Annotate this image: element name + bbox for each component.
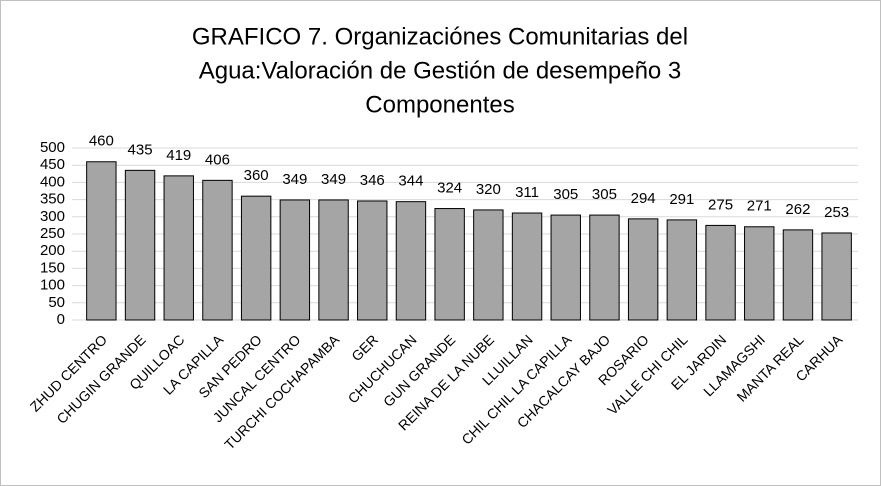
- y-tick-label: 0: [57, 311, 65, 328]
- bar: [395, 201, 427, 321]
- bar: [821, 232, 852, 321]
- bar: [124, 169, 156, 321]
- value-label: 460: [89, 133, 114, 150]
- bar: [589, 214, 620, 321]
- bar: [86, 161, 117, 321]
- y-tick-label: 200: [40, 242, 65, 259]
- value-label: 349: [321, 171, 346, 188]
- chart-title: Componentes: [365, 91, 514, 118]
- bar: [434, 208, 465, 321]
- value-label: 305: [592, 186, 617, 203]
- y-tick-label: 300: [40, 208, 65, 225]
- bar: [744, 226, 775, 321]
- value-label: 435: [128, 141, 153, 158]
- value-label: 406: [205, 151, 230, 168]
- bar: [240, 195, 272, 321]
- bar: [782, 229, 814, 321]
- value-label: 320: [476, 181, 501, 198]
- bar: [627, 218, 659, 321]
- value-label: 275: [708, 196, 733, 213]
- bar: [318, 199, 349, 321]
- y-tick-label: 350: [40, 191, 65, 208]
- bar: [163, 175, 194, 321]
- value-label: 311: [515, 184, 539, 201]
- bar: [666, 219, 698, 321]
- y-tick-label: 100: [40, 277, 65, 294]
- y-tick-label: 450: [40, 156, 65, 173]
- value-label: 419: [166, 147, 191, 164]
- value-label: 294: [631, 190, 656, 207]
- bar: [550, 214, 581, 321]
- bar: [511, 212, 543, 321]
- value-label: 349: [282, 171, 307, 188]
- value-label: 360: [244, 167, 269, 184]
- y-tick-label: 500: [40, 139, 65, 156]
- bar: [279, 199, 311, 321]
- bar: [473, 209, 504, 321]
- y-tick-label: 250: [40, 225, 65, 242]
- bar: [357, 200, 388, 321]
- chart-title: Agua:Valoración de Gestión de desempeño …: [199, 57, 682, 84]
- y-tick-label: 50: [48, 294, 65, 311]
- value-label: 344: [398, 173, 423, 190]
- y-tick-label: 150: [40, 259, 65, 276]
- value-label: 262: [785, 201, 810, 218]
- y-tick-label: 400: [40, 173, 65, 190]
- value-label: 291: [669, 191, 694, 208]
- value-label: 305: [553, 186, 578, 203]
- bar: [202, 179, 233, 321]
- chart-title: GRAFICO 7. Organizaciónes Comunitarias d…: [192, 23, 688, 50]
- value-label: 253: [824, 204, 849, 221]
- bar: [705, 224, 736, 321]
- value-label: 324: [437, 180, 462, 197]
- value-label: 346: [360, 172, 385, 189]
- value-label: 271: [747, 198, 772, 215]
